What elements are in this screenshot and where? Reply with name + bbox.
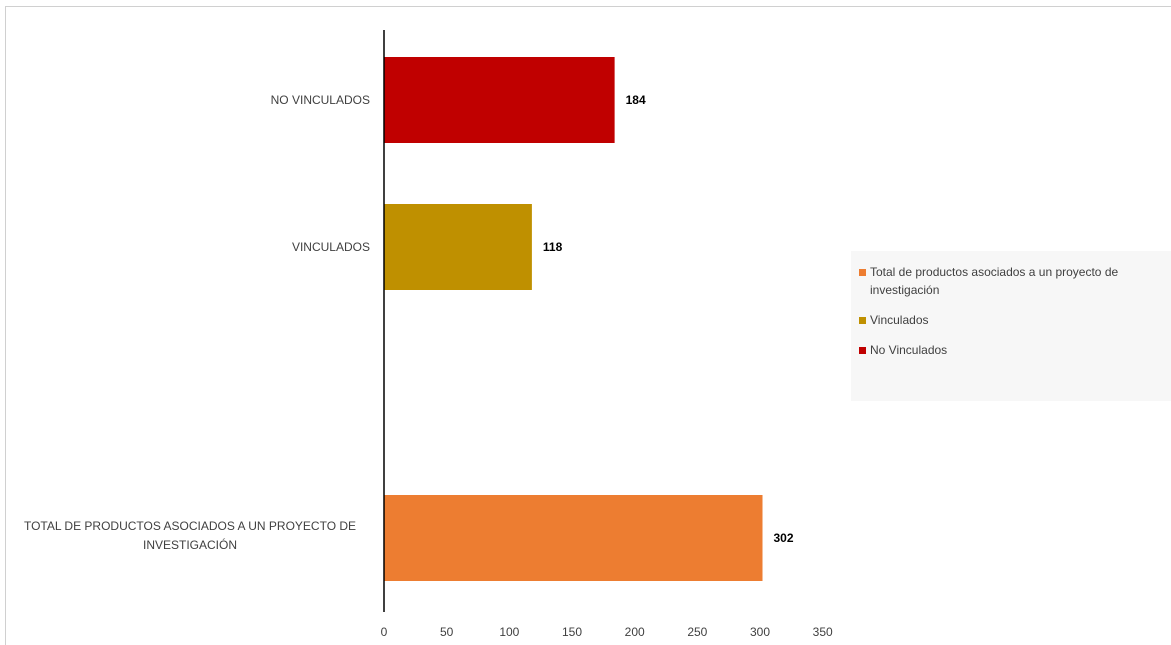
x-tick-label: 300	[750, 625, 770, 639]
legend-swatch-total	[859, 269, 866, 276]
x-tick-label: 350	[813, 625, 833, 639]
legend: Total de productos asociados a un proyec…	[851, 251, 1171, 401]
bar-no-vinculados	[384, 57, 615, 143]
data-label: 118	[543, 240, 563, 254]
data-label: 184	[626, 93, 646, 107]
category-label: TOTAL DE PRODUCTOS ASOCIADOS A UN PROYEC…	[24, 519, 356, 552]
legend-swatch-no-vinculados	[859, 347, 866, 354]
category-label: NO VINCULADOS	[271, 93, 370, 107]
labels-layer: 302 TOTAL DE PRODUCTOS ASOCIADOS A UN PRO…	[24, 93, 794, 552]
x-tick-label: 250	[687, 625, 707, 639]
x-tick-label: 150	[562, 625, 582, 639]
category-label: VINCULADOS	[292, 240, 370, 254]
legend-swatch-vinculados	[859, 317, 866, 324]
legend-label-total: Total de productos asociados a un proyec…	[870, 265, 1119, 297]
legend-label-no-vinculados: No Vinculados	[870, 343, 948, 357]
x-tick-label: 200	[625, 625, 645, 639]
legend-item-vinculados: Vinculados	[859, 311, 1163, 329]
x-tick-label: 0	[381, 625, 388, 639]
bar-vinculados	[384, 204, 532, 290]
bar-total-de-productos-asociados-a-un-proyecto-de-investigaci-n	[384, 495, 763, 581]
x-tick-label: 50	[440, 625, 454, 639]
x-axis-ticks: 0 50 100 150 200 250 300 350	[381, 625, 833, 639]
data-label: 302	[774, 531, 794, 545]
legend-item-total: Total de productos asociados a un proyec…	[859, 263, 1163, 299]
chart-frame	[5, 6, 1171, 645]
legend-item-no-vinculados: No Vinculados	[859, 341, 1163, 359]
legend-label-vinculados: Vinculados	[870, 313, 929, 327]
bars-layer	[384, 57, 763, 581]
x-tick-label: 100	[499, 625, 519, 639]
